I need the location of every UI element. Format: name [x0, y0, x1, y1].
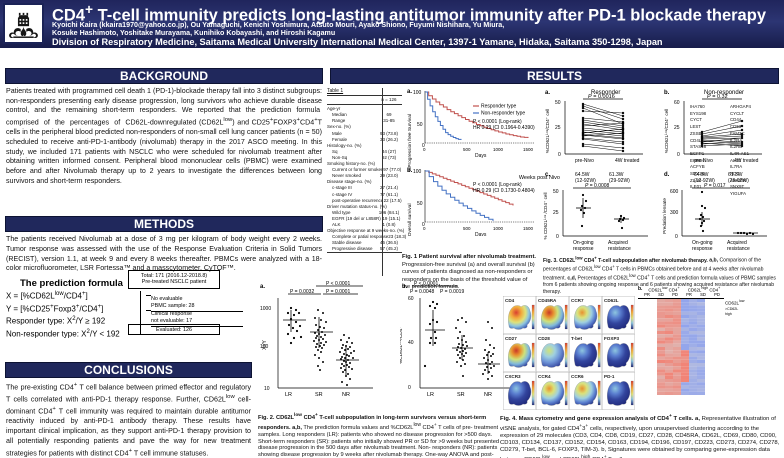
svg-text:CCR4: CCR4 [538, 374, 551, 379]
svg-text:P = 0.0032: P = 0.0032 [290, 289, 314, 295]
svg-text:pre-Nivo: pre-Nivo [575, 158, 594, 164]
svg-text:P = 0.0016: P = 0.0016 [588, 94, 615, 100]
svg-text:%CD62Lᴸᵒᵊ/CD4⁺: %CD62Lᴸᵒᵊ/CD4⁺ [400, 326, 404, 364]
svg-text:100: 100 [413, 90, 422, 96]
svg-text:300: 300 [670, 210, 679, 216]
svg-text:40: 40 [408, 340, 414, 346]
svg-text:a.: a. [545, 90, 550, 96]
svg-text:PD-1: PD-1 [604, 374, 615, 379]
svg-text:CD45RA: CD45RA [538, 298, 557, 303]
svg-text:T-bet: T-bet [571, 336, 582, 341]
svg-text:SR: SR [315, 392, 323, 398]
svg-text:CXCR3: CXCR3 [505, 374, 521, 379]
svg-text:25: 25 [555, 125, 561, 131]
svg-text:a.: a. [407, 89, 412, 95]
svg-text:1000: 1000 [493, 226, 504, 231]
svg-text:500: 500 [463, 226, 471, 231]
svg-text:HR 0.29 (CI 0.1730-0.4804): HR 0.29 (CI 0.1730-0.4804) [473, 188, 535, 194]
svg-text:HR 0.29 (CI 0.1964-0.4390): HR 0.29 (CI 0.1964-0.4390) [473, 125, 535, 131]
svg-text:b.: b. [664, 90, 670, 96]
svg-text:X²/Y: X²/Y [262, 339, 268, 349]
svg-text:LR: LR [427, 392, 434, 398]
svg-text:4W treated: 4W treated [615, 158, 640, 164]
svg-text:10: 10 [264, 386, 270, 392]
svg-text:61.3W(29-92W): 61.3W (29-92W) [609, 172, 630, 184]
svg-text:1500: 1500 [523, 147, 534, 152]
svg-text:CCR7: CCR7 [571, 298, 584, 303]
svg-text:Non-responder type: Non-responder type [481, 111, 525, 117]
svg-text:P < 0.0001: P < 0.0001 [326, 281, 350, 287]
svg-text:Predation lensate: Predation lensate [662, 198, 667, 234]
svg-text:P = 0.0001: P = 0.0001 [326, 289, 350, 295]
svg-text:P = 0.32: P = 0.32 [707, 94, 728, 100]
svg-text:%Progression free Survival: %Progression free Survival [407, 114, 413, 172]
svg-text:0: 0 [556, 234, 559, 240]
svg-text:CD28: CD28 [538, 336, 550, 341]
svg-text:d.: d. [664, 172, 670, 178]
svg-text:0: 0 [408, 385, 411, 391]
svg-text:1000: 1000 [493, 147, 504, 152]
svg-text:a.: a. [260, 284, 265, 290]
svg-text:LR: LR [285, 392, 292, 398]
svg-text:Responder type: Responder type [481, 104, 517, 110]
svg-text:100: 100 [413, 169, 422, 175]
svg-text:600: 600 [670, 189, 679, 195]
svg-text:60: 60 [674, 100, 680, 106]
svg-text:P = 0.0048: P = 0.0048 [410, 289, 434, 295]
svg-text:0: 0 [675, 234, 678, 240]
svg-text:25: 25 [553, 210, 559, 216]
svg-text:500: 500 [463, 147, 471, 152]
svg-text:0: 0 [677, 152, 680, 158]
svg-text:0: 0 [423, 147, 426, 152]
svg-text:CD4: CD4 [505, 298, 515, 303]
svg-text:1500: 1500 [523, 226, 534, 231]
svg-text:0: 0 [558, 152, 561, 158]
svg-text:%CD62Lᴸᵒᵊ/CD4⁺ cell: %CD62Lᴸᵒᵊ/CD4⁺ cell [545, 109, 550, 154]
svg-text:NR: NR [342, 392, 350, 398]
svg-text:1000: 1000 [260, 306, 271, 312]
svg-text:b.: b. [402, 284, 408, 290]
svg-text:CD62L: CD62L [604, 298, 619, 303]
svg-text:25: 25 [674, 125, 680, 131]
svg-text:CD27: CD27 [505, 336, 517, 341]
svg-text:NR: NR [484, 392, 492, 398]
svg-text:b.: b. [407, 168, 413, 174]
svg-text:0: 0 [423, 226, 426, 231]
svg-text:50: 50 [555, 100, 561, 106]
svg-text:%Overall survival: %Overall survival [407, 203, 413, 236]
svg-text:50: 50 [417, 201, 423, 207]
svg-text:SR: SR [457, 392, 465, 398]
svg-text:FOXP3: FOXP3 [604, 336, 620, 341]
svg-text:% CD62Lᴸᵒᵊ /CD4⁺ cell: % CD62Lᴸᵒᵊ /CD4⁺ cell [543, 192, 548, 239]
svg-text:Days: Days [475, 153, 487, 159]
svg-text:60: 60 [408, 296, 414, 302]
svg-text:P = 0.0019: P = 0.0019 [440, 289, 464, 295]
svg-text:50: 50 [553, 189, 559, 195]
svg-text:Days: Days [475, 232, 487, 236]
svg-text:P = 0.0008: P = 0.0008 [585, 183, 610, 189]
svg-text:CCR6: CCR6 [571, 374, 584, 379]
svg-text:%CD62Lᴸᵒᵊ/CD4⁺ cell: %CD62Lᴸᵒᵊ/CD4⁺ cell [664, 109, 669, 154]
svg-text:P < 0.0001: P < 0.0001 [414, 281, 438, 287]
svg-text:50: 50 [417, 122, 423, 128]
